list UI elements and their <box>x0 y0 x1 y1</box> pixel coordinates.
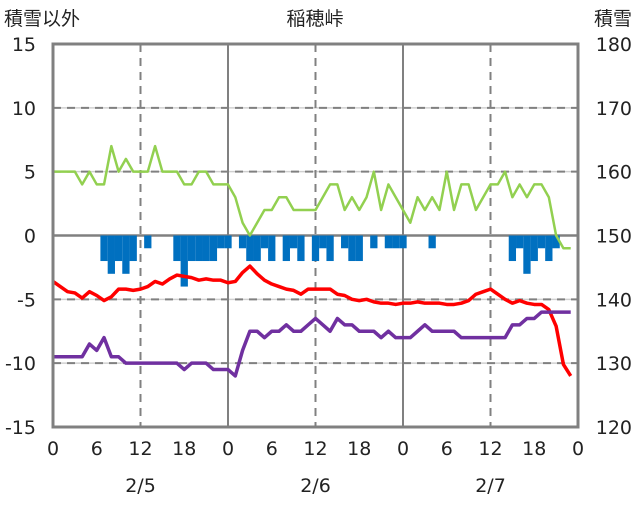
left-axis-label: 積雪以外 <box>4 8 80 30</box>
precip-bar <box>392 235 400 249</box>
right-axis-label: 積雪 <box>594 8 632 30</box>
x-tick-label: 0 <box>397 438 409 460</box>
precip-bar <box>508 235 517 262</box>
x-tick-label: 6 <box>266 438 278 460</box>
purple-line-series <box>53 310 571 378</box>
precip-bar <box>187 235 196 262</box>
precip-bar <box>428 235 436 249</box>
precip-bar <box>260 235 269 249</box>
precip-bar <box>341 235 349 249</box>
precip-bar <box>326 235 334 262</box>
right-tick-label: 140 <box>596 289 632 311</box>
date-label: 2/7 <box>475 475 506 497</box>
precip-bar <box>100 235 108 262</box>
precip-bar <box>180 235 188 287</box>
precip-bar <box>537 235 546 249</box>
precip-bar <box>311 235 320 262</box>
plot-border <box>51 42 580 429</box>
red-line-series <box>51 264 573 377</box>
precip-bar <box>523 235 531 274</box>
precip-bar <box>370 235 378 249</box>
right-tick-label: 130 <box>596 353 632 375</box>
precip-bar <box>289 235 298 249</box>
date-label: 2/6 <box>300 475 331 497</box>
left-tick-label: 15 <box>12 34 36 56</box>
precip-bar <box>238 235 247 249</box>
green-line-series <box>53 144 571 250</box>
precip-bar <box>195 235 203 262</box>
line-series <box>51 144 573 378</box>
left-tick-label: -15 <box>5 417 36 439</box>
precip-bar <box>297 235 305 262</box>
precip-bar <box>209 235 218 262</box>
date-label: 2/5 <box>125 475 156 497</box>
x-tick-label: 0 <box>47 438 59 460</box>
precip-bar <box>348 235 356 262</box>
precip-bar <box>246 235 254 262</box>
right-tick-label: 150 <box>596 226 632 248</box>
x-tick-label: 12 <box>128 438 152 460</box>
chart-title: 稲穂峠 <box>286 8 343 30</box>
x-tick-label: 12 <box>303 438 327 460</box>
left-tick-label: -5 <box>17 289 36 311</box>
right-tick-label: 160 <box>596 162 632 184</box>
precip-bar <box>224 235 232 249</box>
precip-bar <box>173 235 181 262</box>
precip-bar <box>114 235 123 262</box>
x-tick-label: 6 <box>91 438 103 460</box>
x-tick-label: 6 <box>441 438 453 460</box>
x-tick-label: 18 <box>347 438 371 460</box>
precip-bar <box>516 235 524 249</box>
precip-bar <box>384 235 393 249</box>
precip-bar <box>268 235 276 262</box>
precip-bar <box>319 235 327 249</box>
left-tick-label: 0 <box>24 226 36 248</box>
precip-bar <box>282 235 290 262</box>
precip-bar <box>144 235 152 249</box>
precip-bar <box>217 235 225 249</box>
precip-bar <box>530 235 538 262</box>
precip-bar <box>545 235 553 262</box>
right-tick-label: 120 <box>596 417 632 439</box>
x-tick-label: 12 <box>478 438 502 460</box>
precip-bar <box>129 235 137 262</box>
precip-bar <box>253 235 261 262</box>
precip-bar <box>552 235 560 249</box>
x-tick-label: 18 <box>522 438 546 460</box>
precip-bar <box>122 235 130 274</box>
x-tick-label: 0 <box>222 438 234 460</box>
right-tick-label: 180 <box>596 34 632 56</box>
precip-bar <box>399 235 407 249</box>
right-tick-label: 170 <box>596 98 632 120</box>
left-tick-label: 10 <box>12 98 36 120</box>
precip-bar <box>107 235 115 274</box>
precip-bar <box>355 235 363 262</box>
bar-series <box>100 235 560 287</box>
x-tick-label: 0 <box>572 438 584 460</box>
precip-bar <box>202 235 210 262</box>
left-tick-label: -10 <box>5 353 36 375</box>
x-tick-label: 18 <box>172 438 196 460</box>
left-tick-label: 5 <box>24 162 36 184</box>
